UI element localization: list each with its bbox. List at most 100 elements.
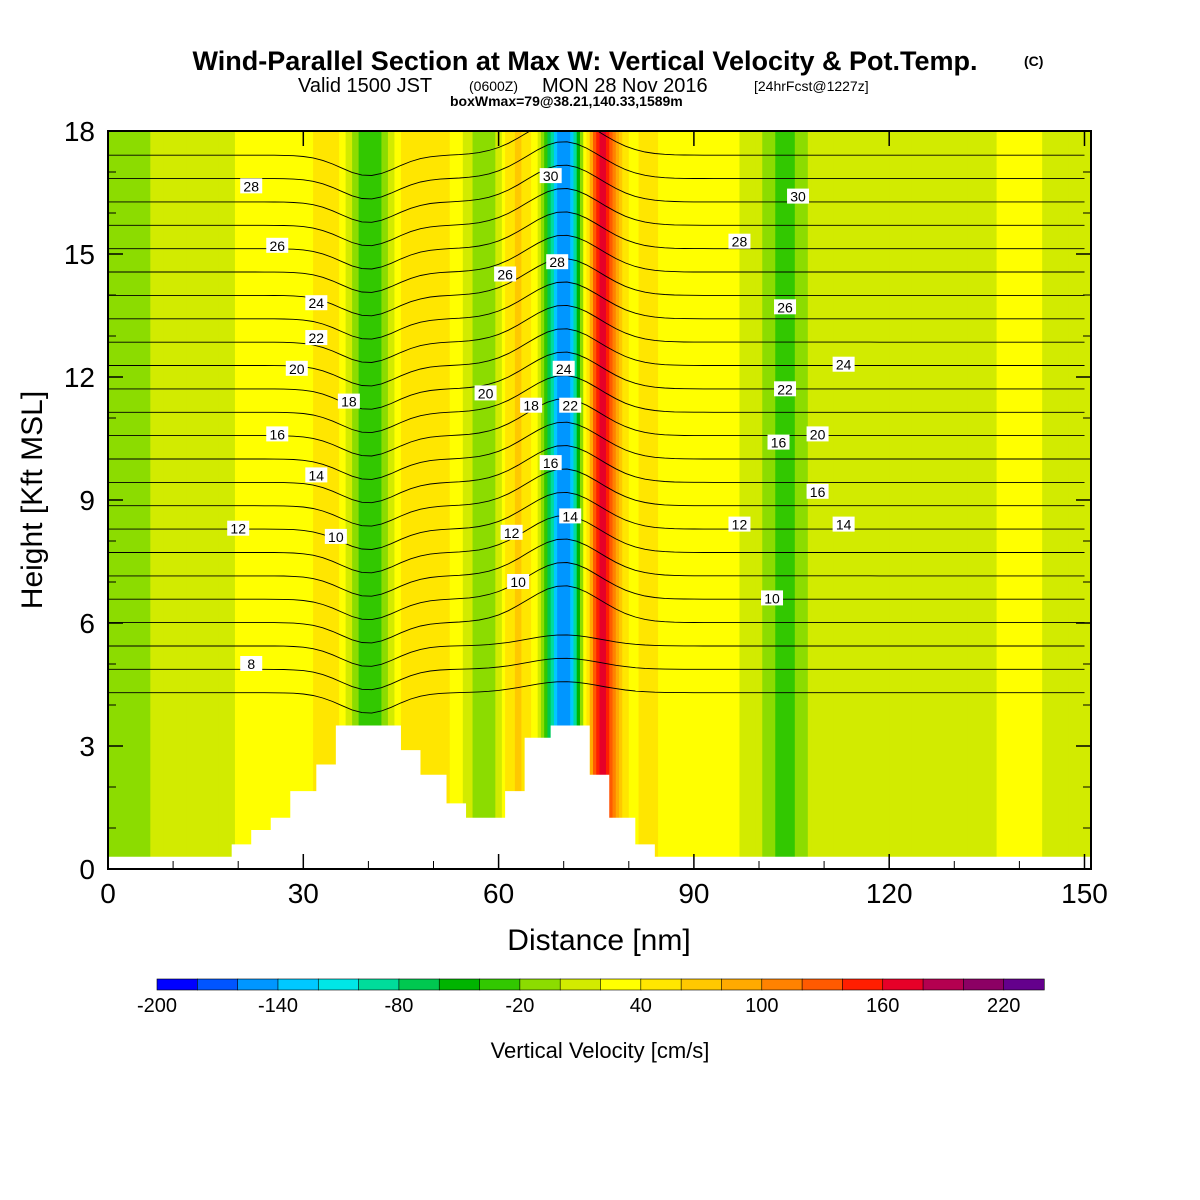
vv-column xyxy=(1051,131,1056,869)
vv-column xyxy=(951,131,955,869)
vv-column xyxy=(247,131,252,869)
theta-contour-label: 8 xyxy=(240,656,263,672)
theta-contour-line xyxy=(108,634,1085,667)
vv-column xyxy=(843,131,848,869)
vv-column xyxy=(628,131,633,869)
colorbar-swatch xyxy=(358,978,400,991)
theta-contour-label: 12 xyxy=(728,516,751,533)
vv-column xyxy=(501,131,506,869)
vv-column xyxy=(127,131,132,869)
contour-labels: 2826242220181614121082026181210302824221… xyxy=(227,168,855,672)
vv-column xyxy=(329,131,334,869)
theta-contour-label: 26 xyxy=(266,237,289,254)
vv-column xyxy=(785,131,789,869)
vv-column xyxy=(283,131,288,869)
vv-column xyxy=(531,131,536,869)
vv-column xyxy=(339,131,343,869)
vv-column xyxy=(723,131,728,869)
colorbar xyxy=(156,978,1045,991)
theta-contour-line xyxy=(108,681,1085,714)
vv-column xyxy=(579,131,584,869)
vv-column xyxy=(527,131,532,869)
vv-column xyxy=(404,131,409,869)
theta-contour-label: 16 xyxy=(806,483,829,500)
vv-column xyxy=(921,131,926,869)
vv-column xyxy=(156,131,161,869)
contour-label-text: 28 xyxy=(732,234,748,250)
contour-label-box xyxy=(832,516,855,532)
contour-label-text: 26 xyxy=(269,238,285,254)
vv-column xyxy=(1045,131,1050,869)
contour-label-text: 12 xyxy=(732,517,748,533)
contour-label-box xyxy=(285,360,308,376)
vv-column xyxy=(374,131,379,869)
vv-column xyxy=(296,131,301,869)
theta-contour-line xyxy=(108,585,1085,644)
contour-label-box xyxy=(500,524,523,540)
vv-column xyxy=(824,131,828,869)
vv-column xyxy=(387,131,392,869)
vv-column xyxy=(1068,131,1073,869)
vv-column xyxy=(440,131,444,869)
vv-column xyxy=(472,131,477,869)
terrain xyxy=(108,725,1091,869)
contour-label-box xyxy=(774,381,797,397)
vv-column xyxy=(690,131,695,869)
vv-column xyxy=(700,131,705,869)
vv-column xyxy=(186,131,190,869)
vv-column xyxy=(609,131,614,869)
theta-contour-label: 16 xyxy=(767,434,790,451)
vv-column xyxy=(137,131,142,869)
vv-column xyxy=(889,131,894,869)
vv-column xyxy=(1035,131,1040,869)
vv-column xyxy=(654,131,659,869)
x-tick-label: 60 xyxy=(483,878,514,909)
vv-column xyxy=(124,131,129,869)
theta-contour-label: 14 xyxy=(305,467,328,483)
vv-column xyxy=(514,131,519,869)
contour-label-text: 24 xyxy=(556,361,572,377)
contour-label-box xyxy=(305,467,328,483)
vertical-velocity-field xyxy=(108,131,1091,869)
vv-column xyxy=(573,131,578,869)
contour-label-text: 20 xyxy=(810,426,826,442)
vv-column xyxy=(954,131,959,869)
vv-column xyxy=(479,131,483,869)
vv-column xyxy=(462,131,467,869)
vv-column xyxy=(264,131,269,869)
vv-column xyxy=(371,131,376,869)
contour-label-box xyxy=(728,233,751,249)
vv-column xyxy=(492,131,496,869)
vv-column xyxy=(153,131,158,869)
contour-label-box xyxy=(337,393,360,409)
vv-column xyxy=(300,131,304,869)
contour-label-text: 18 xyxy=(341,394,357,410)
colorbar-swatch xyxy=(680,978,723,991)
contour-label-box xyxy=(474,385,497,401)
contour-label-text: 30 xyxy=(543,168,559,184)
x-tick-label: 120 xyxy=(866,878,913,909)
vv-column xyxy=(485,131,490,869)
vv-column xyxy=(280,131,285,869)
contour-label-text: 28 xyxy=(243,178,259,194)
vv-column xyxy=(866,131,871,869)
contour-label-box xyxy=(728,516,751,532)
vv-column xyxy=(215,131,220,869)
theta-contour-label: 26 xyxy=(774,299,797,315)
vv-column xyxy=(1019,131,1024,869)
vv-column xyxy=(290,131,295,869)
contour-label-text: 28 xyxy=(549,254,565,270)
theta-contour-line xyxy=(108,304,1085,363)
vv-column xyxy=(251,131,256,869)
theta-contour-label: 18 xyxy=(337,393,360,410)
contour-label-text: 30 xyxy=(790,189,806,205)
contour-label-box xyxy=(266,426,289,442)
vv-column xyxy=(309,131,314,869)
vv-column xyxy=(293,131,298,869)
vv-column xyxy=(928,131,933,869)
vv-column xyxy=(817,131,822,869)
plot-area: 2826242220181614121082026181210302824221… xyxy=(108,131,1091,869)
vv-column xyxy=(212,131,217,869)
vv-column xyxy=(130,131,135,869)
